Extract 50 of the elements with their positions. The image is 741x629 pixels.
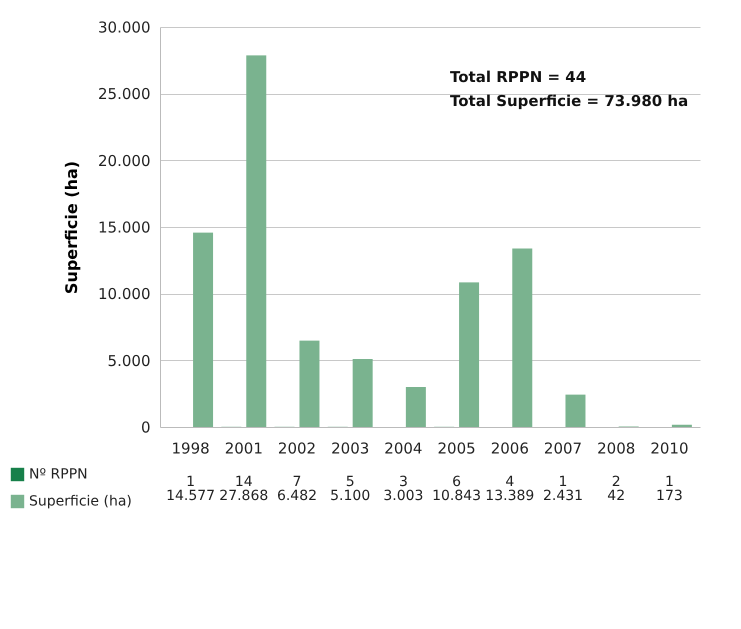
- y-tick-label: 15.000: [98, 218, 150, 236]
- data-label: 5: [346, 474, 355, 490]
- x-tick-label: 2003: [331, 440, 370, 458]
- data-label: 4: [505, 474, 514, 490]
- bar: [459, 282, 480, 427]
- x-tick-label: 2002: [278, 440, 316, 458]
- y-tick-label: 0: [140, 418, 150, 436]
- legend-label: Nº RPPN: [29, 466, 88, 482]
- data-label: 6.482: [276, 488, 318, 504]
- y-tick-label: 20.000: [98, 152, 150, 170]
- data-label: 3: [398, 474, 408, 490]
- data-label: 42: [607, 488, 626, 504]
- y-axis-title: Superficie (ha): [62, 160, 82, 294]
- data-label: 7: [292, 474, 302, 490]
- bar: [246, 55, 266, 427]
- x-tick-label: 2001: [224, 440, 263, 458]
- data-label: 3.003: [383, 488, 424, 504]
- y-tick-label: 30.000: [98, 18, 150, 36]
- x-tick-label: 2007: [544, 440, 582, 458]
- y-tick-label: 25.000: [98, 85, 150, 104]
- bar: [565, 394, 586, 427]
- annotation: Total RPPN = 44: [450, 68, 586, 86]
- x-tick-label: 1998: [171, 440, 210, 458]
- x-tick-label: 2006: [490, 440, 529, 458]
- data-label: 14.577: [166, 488, 216, 504]
- bar: [512, 248, 532, 427]
- bar: [193, 232, 214, 427]
- data-label: 1: [664, 474, 674, 490]
- data-label: 2.431: [542, 488, 584, 504]
- data-label: 6: [452, 474, 462, 490]
- y-tick-label: 5.000: [108, 352, 150, 370]
- data-label: 27.868: [219, 488, 268, 504]
- data-label: 173: [656, 488, 683, 504]
- data-label: 10.843: [432, 488, 482, 504]
- data-label: 13.389: [485, 488, 534, 504]
- bar: [352, 359, 373, 427]
- bar: [299, 340, 320, 427]
- annotation: Total Superficie = 73.980 ha: [450, 92, 688, 110]
- y-tick-label: 10.000: [98, 285, 150, 304]
- x-tick-label: 2005: [438, 440, 476, 458]
- x-tick-label: 2010: [650, 440, 689, 458]
- bar: [406, 386, 426, 427]
- legend-label: Superficie (ha): [29, 494, 132, 510]
- data-label: 5.100: [330, 488, 370, 504]
- x-tick-label: 2008: [597, 440, 636, 458]
- data-label: 1: [186, 474, 196, 490]
- data-label: 14: [234, 474, 253, 490]
- data-label: 1: [558, 474, 568, 490]
- x-tick-label: 2004: [384, 440, 422, 458]
- data-label: 2: [612, 474, 621, 490]
